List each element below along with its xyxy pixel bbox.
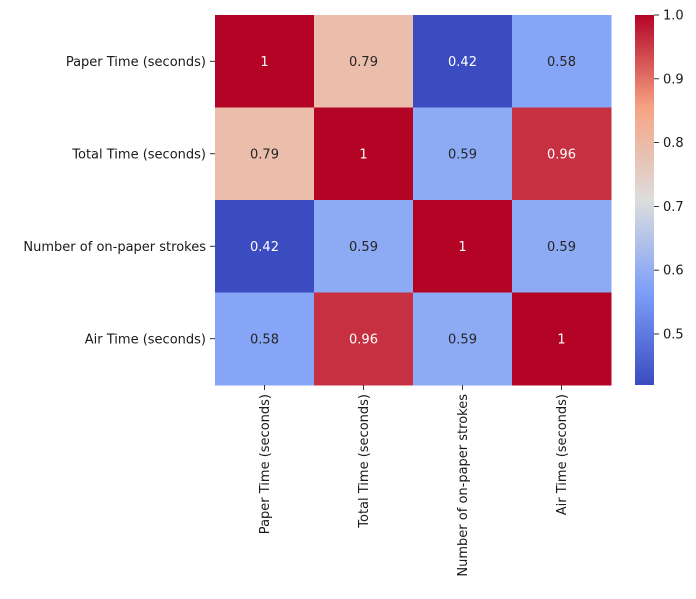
heatmap-cell (215, 200, 315, 293)
heatmap-cell (215, 107, 315, 201)
row-tick-label: Number of on-paper strokes (23, 240, 206, 255)
row-tick-label: Total Time (seconds) (71, 147, 206, 162)
colorbar: 0.5 0.6 0.7 0.8 0.9 1.0 (635, 9, 684, 385)
cell-annotation: 0.59 (448, 332, 477, 347)
cell-annotation: 0.96 (349, 332, 378, 347)
cell-annotations: 1 0.79 0.42 0.58 0.79 1 0.59 0.96 0.42 0.59 1 0.59 0… (250, 55, 576, 348)
heatmap-cell (314, 292, 414, 386)
heatmap-cell (413, 15, 513, 108)
cell-annotation: 0.59 (448, 147, 477, 162)
row-tick-label: Air Time (seconds) (85, 332, 206, 347)
column-tick-label: Number of on-paper strokes (456, 394, 471, 577)
row-tick-label: Paper Time (seconds) (66, 55, 206, 70)
colorbar-tick-label: 0.5 (663, 327, 684, 342)
heatmap-cell (512, 292, 612, 386)
heatmap-cells (215, 15, 612, 386)
heatmap-cell (413, 200, 513, 293)
heatmap-cell (215, 15, 315, 108)
cell-annotation: 0.59 (547, 240, 576, 255)
cell-annotation: 0.59 (349, 240, 378, 255)
column-tick-label: Total Time (seconds) (357, 394, 372, 529)
cell-annotation: 0.96 (547, 147, 576, 162)
heatmap-cell (413, 107, 513, 201)
row-tick-labels: Paper Time (seconds) Total Time (seconds)… (23, 55, 215, 347)
cell-annotation: 0.42 (250, 240, 279, 255)
cell-annotation: 0.58 (250, 332, 279, 347)
heatmap-cell (413, 292, 513, 386)
colorbar-tick-label: 0.6 (663, 264, 684, 279)
cell-annotation: 1 (260, 55, 268, 70)
cell-annotation: 0.42 (448, 55, 477, 70)
column-tick-label: Paper Time (seconds) (258, 394, 273, 534)
heatmap-cell (512, 200, 612, 293)
heatmap-cell (512, 107, 612, 201)
colorbar-gradient (635, 15, 654, 385)
colorbar-tick-label: 0.8 (663, 136, 684, 151)
colorbar-tick-label: 1.0 (663, 9, 684, 24)
heatmap-cell (314, 107, 414, 201)
heatmap-cell (215, 292, 315, 386)
heatmap-cell (512, 15, 612, 108)
cell-annotation: 1 (557, 332, 565, 347)
cell-annotation: 0.79 (349, 55, 378, 70)
cell-annotation: 1 (359, 147, 367, 162)
cell-annotation: 0.58 (547, 55, 576, 70)
colorbar-tick-label: 0.9 (663, 72, 684, 87)
colorbar-tick-label: 0.7 (663, 200, 684, 215)
cell-annotation: 0.79 (250, 147, 279, 162)
cell-annotation: 1 (458, 240, 466, 255)
column-tick-label: Air Time (seconds) (555, 394, 570, 515)
heatmap-cell (314, 15, 414, 108)
heatmap-cell (314, 200, 414, 293)
column-tick-labels: Paper Time (seconds) Total Time (seconds)… (258, 385, 570, 577)
